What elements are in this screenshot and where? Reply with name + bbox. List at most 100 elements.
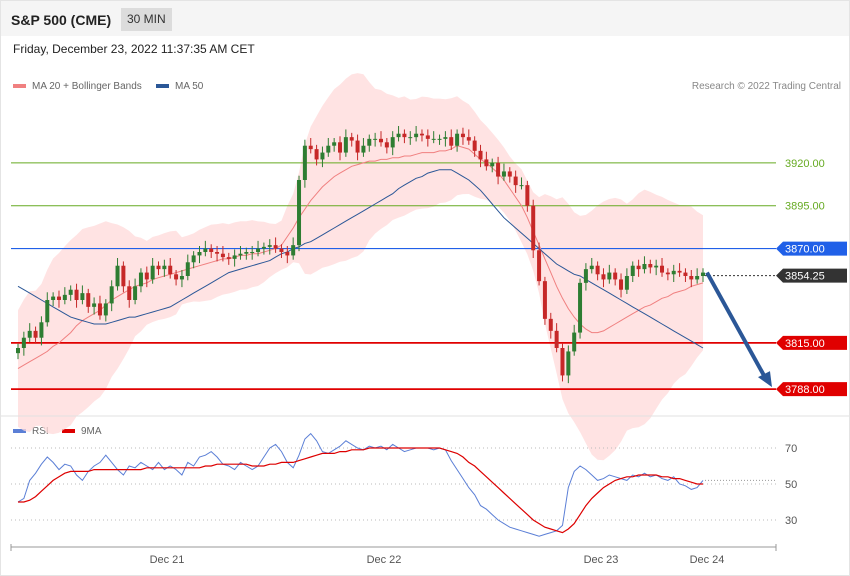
candle-body (589, 265, 594, 270)
x-tick-label: Dec 21 (150, 554, 185, 566)
candle-body (326, 145, 331, 153)
level-label-5: 3788.00 (785, 384, 825, 396)
candle-body (261, 246, 266, 249)
level-tag-3 (776, 268, 847, 283)
rsi-tick-50: 50 (785, 479, 797, 491)
level-label-1: 3895.00 (785, 201, 825, 213)
candle-body (209, 248, 214, 252)
candle-body (525, 185, 530, 206)
candle-body (226, 257, 231, 259)
candle-body (542, 281, 547, 319)
candle-body (378, 138, 383, 143)
candle-body (191, 255, 196, 263)
candle-body (665, 272, 670, 275)
legend-rsi: RSI (13, 426, 49, 437)
candle-body (390, 137, 395, 148)
level-tag-5 (776, 382, 847, 397)
candle-body (144, 272, 149, 280)
candle-body (279, 248, 284, 252)
candle-body (27, 330, 32, 338)
ma9-swatch (62, 429, 75, 434)
candle-body (490, 162, 495, 167)
candle-body (33, 330, 38, 338)
candle-body (437, 138, 442, 140)
candle-body (302, 145, 307, 180)
candle-body (185, 262, 190, 276)
candle-body (297, 180, 302, 246)
candle-body (343, 137, 348, 153)
candle-body (355, 140, 360, 153)
candle-body (689, 276, 694, 280)
candle-body (484, 159, 489, 167)
candle-body (431, 138, 436, 140)
level-tag-4 (776, 335, 847, 350)
legend-ma50-label: MA 50 (175, 81, 204, 92)
candle-body (174, 274, 179, 280)
candle-body (701, 272, 705, 276)
candle-body (308, 145, 313, 150)
candle-body (496, 162, 501, 177)
candle-body (115, 265, 120, 287)
candle-body (314, 149, 319, 160)
candle-body (285, 252, 290, 256)
candle-body (162, 265, 167, 270)
candle-body (256, 248, 261, 252)
candle-body (367, 138, 372, 146)
candle-body (215, 252, 220, 254)
candle-body (109, 286, 114, 304)
candle-body (56, 296, 61, 300)
candle-body (507, 171, 512, 177)
x-tick-label: Dec 22 (367, 554, 402, 566)
candle-body (267, 245, 272, 247)
legend-9ma-label: 9MA (81, 426, 102, 437)
candle-body (460, 133, 465, 138)
x-tick-label: Dec 24 (690, 554, 725, 566)
ma50-swatch (156, 84, 169, 89)
candle-body (133, 286, 138, 300)
candle-body (80, 293, 85, 300)
candle-body (179, 276, 184, 280)
candle-body (677, 270, 682, 273)
legend-ma20-label: MA 20 + Bollinger Bands (32, 81, 142, 92)
candle-body (566, 351, 571, 376)
candle-body (138, 272, 143, 287)
candle-body (338, 142, 343, 153)
candle-body (127, 286, 132, 300)
candle-body (531, 205, 536, 251)
candle-body (121, 265, 126, 287)
candle-body (455, 133, 460, 146)
candle-body (97, 303, 102, 316)
legend-rsi-label: RSI (32, 426, 49, 437)
forecast-arrowhead (758, 371, 772, 388)
candle-body (21, 337, 26, 348)
candle-body (373, 138, 378, 140)
candle-body (74, 289, 79, 300)
legend-ma20: MA 20 + Bollinger Bands (13, 81, 142, 92)
bollinger-band (18, 73, 703, 461)
candle-body (419, 133, 424, 136)
candle-body (636, 265, 641, 270)
candle-body (601, 274, 606, 280)
candle-body (443, 137, 448, 139)
rsi-line (17, 432, 704, 537)
instrument-title: S&P 500 (CME) (11, 12, 112, 28)
candle-body (203, 248, 208, 252)
candle-body (554, 330, 559, 348)
candle-body (320, 152, 325, 160)
candle-body (472, 140, 477, 151)
candle-body (232, 255, 237, 259)
candle-body (537, 250, 542, 282)
level-label-4: 3815.00 (785, 338, 825, 350)
timeframe-badge[interactable]: 30 MIN (121, 8, 172, 31)
header-bar: S&P 500 (CME) 30 MIN (1, 1, 849, 36)
level-tag-2 (776, 241, 847, 256)
candle-body (45, 300, 50, 323)
candle-body (349, 137, 354, 141)
candle-body (220, 253, 225, 258)
candle-body (519, 185, 524, 187)
candle-body (86, 293, 91, 307)
ma20-line (17, 145, 704, 370)
candle-body (408, 137, 413, 139)
candle-body (156, 265, 161, 270)
